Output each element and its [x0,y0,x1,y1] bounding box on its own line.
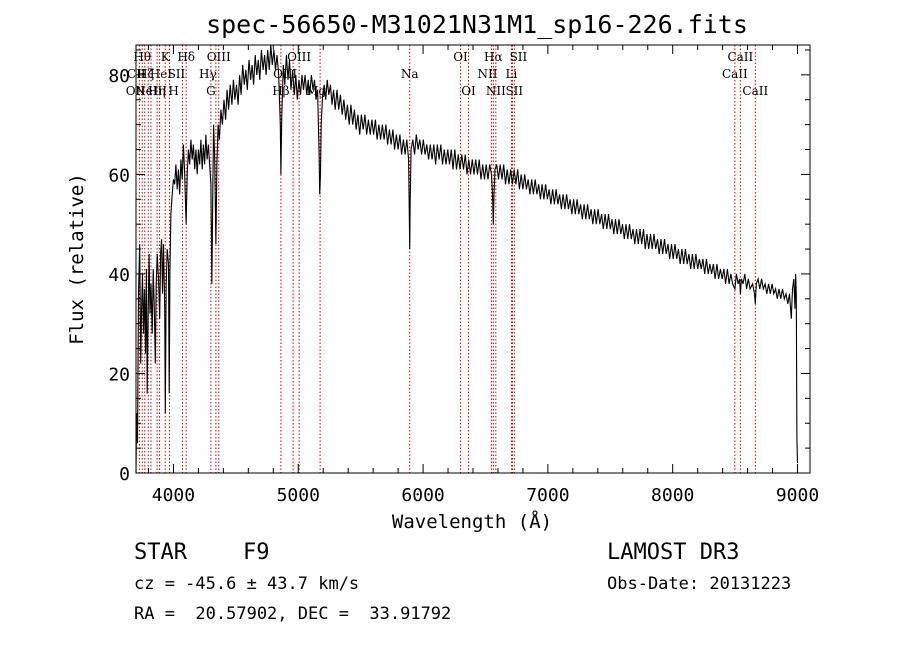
coordinates: RA = 20.57902, DEC = 33.91792 [134,604,452,624]
spectrum-line [135,44,799,474]
spectral-line-label: SII [505,84,523,98]
spectral-line-label: OII [126,84,146,98]
y-tick-label: 80 [108,66,130,87]
spectral-line-label: CaII [727,50,753,64]
spectral-line-label: NII [477,67,497,81]
spectral-line-label: Na [401,67,419,81]
x-axis-label: Wavelength (Å) [392,510,552,533]
x-tick-label: 9000 [776,485,819,506]
plot-frame [135,44,811,474]
spectrum-chart: spec-56650-M31021N31M1_sp16-226.fits OII… [66,10,819,533]
spectral-line-label: OIII [207,50,231,64]
spectral-line-label: OIII [287,50,311,64]
spectral-line-label: Mg [306,84,326,98]
x-tick-label: 6000 [401,485,444,506]
y-tick-label: 20 [108,364,130,385]
y-tick-label: 60 [108,165,130,186]
spectral-line-label: Hα [484,50,503,64]
x-tick-label: 4000 [152,485,195,506]
spectral-line-label: SII [510,50,528,64]
spectral-line-label: Hβ [272,84,289,98]
spectral-line-label: Hδ [177,50,195,64]
spectral-line-label: OI [453,50,468,64]
x-tick-label: 5000 [277,485,320,506]
x-tick-label: 7000 [526,485,569,506]
spectral-line-label: G [206,84,216,98]
spectral-line-label: Li [506,67,518,81]
spectral-line-label: HeI [150,67,173,81]
spectral-line-label: OI [461,84,476,98]
spectrum-layer [135,44,799,474]
survey-name: LAMOST DR3 [607,540,740,565]
redshift-info: cz = -45.6 ± 43.7 km/s [134,574,360,594]
y-tick-label: 0 [119,464,130,485]
y-axis-label: Flux (relative) [66,173,88,345]
y-tick-label: 40 [108,265,130,286]
observation-date: Obs-Date: 20131223 [607,574,792,594]
object-class: STAR [134,540,187,565]
spectral-line-label: Hθ [133,50,151,64]
axis-ticks-layer: 4000 5000 6000 7000 8000 9000 0 20 40 60 80 [108,45,819,506]
spectral-line-label: CaII [722,67,748,81]
spectral-line-label: NII [486,84,506,98]
spectral-line-label: H [168,84,178,98]
spectral-line-label: SII [168,67,186,81]
spectral-line-label: K [161,50,171,64]
spectral-line-label: Hζ [137,67,154,81]
object-subclass: F9 [243,540,270,565]
spectral-line-label: Hγ [199,67,217,81]
x-tick-label: 8000 [651,485,694,506]
spectral-line-label: NeIII [135,84,167,98]
spectral-line-label: CaII [742,84,768,98]
chart-title: spec-56650-M31021N31M1_sp16-226.fits [206,10,748,39]
